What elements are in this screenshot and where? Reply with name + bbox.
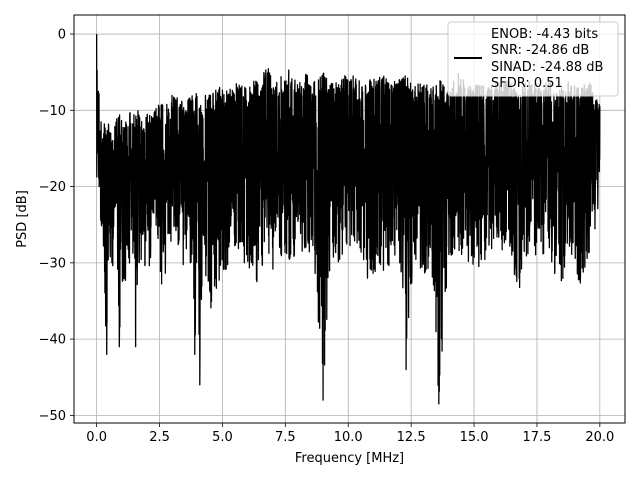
- x-tick-label: 15.0: [460, 430, 489, 445]
- psd-series-line: [95, 34, 601, 405]
- x-tick-label: 17.5: [522, 430, 551, 445]
- legend-entry-enob: ENOB: -4.43 bits: [491, 27, 598, 42]
- y-tick-label: −10: [39, 104, 66, 119]
- x-tick-label: 5.0: [212, 430, 233, 445]
- x-tick-label: 0.0: [86, 430, 107, 445]
- y-tick-label: −30: [39, 256, 66, 271]
- x-tick-label: 10.0: [334, 430, 363, 445]
- y-axis-label: PSD [dB]: [15, 190, 30, 248]
- legend: ENOB: -4.43 bits SNR: -24.86 dB SINAD: -…: [447, 21, 619, 97]
- legend-entry-sfdr: SFDR: 0.51: [491, 76, 563, 91]
- legend-box: [447, 21, 619, 97]
- x-tick-label: 20.0: [585, 430, 614, 445]
- y-tick-label: −40: [39, 333, 66, 348]
- x-tick-label: 2.5: [149, 430, 170, 445]
- y-tick-label: −20: [39, 180, 66, 195]
- x-tick-label: 12.5: [397, 430, 426, 445]
- x-tick-label: 7.5: [275, 430, 296, 445]
- y-tick-label: 0: [58, 28, 66, 43]
- legend-entry-sinad: SINAD: -24.88 dB: [491, 60, 603, 75]
- plot-frame: [73, 14, 626, 424]
- x-axis-label: Frequency [MHz]: [295, 451, 404, 466]
- series-group: [95, 34, 601, 405]
- axis-ticks: 0.0 2.5 5.0 7.5 10.0 12.5 15.0 17.5 20.0 0 −10 −20 −…: [39, 28, 615, 445]
- legend-entry-snr: SNR: -24.86 dB: [491, 43, 589, 58]
- y-tick-label: −50: [39, 409, 66, 424]
